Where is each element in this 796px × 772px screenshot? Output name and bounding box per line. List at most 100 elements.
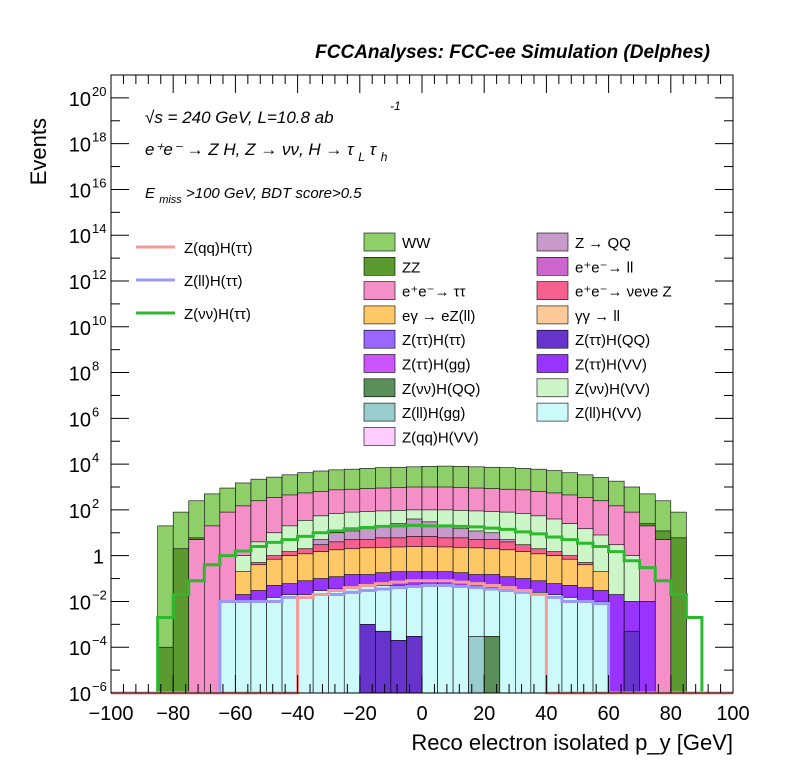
- legend-bkg-label: Z(νν)H(VV): [575, 381, 650, 398]
- stack-bar: [266, 597, 283, 694]
- stack-bar: [421, 585, 438, 694]
- legend-bkg-swatch: [536, 378, 569, 398]
- legend-signal-label: Z(ll)H(ττ): [184, 273, 243, 290]
- energy-exponent: -1: [390, 99, 401, 113]
- process-tau: τ: [370, 140, 378, 159]
- y-tick-exponent: 14: [92, 221, 106, 236]
- y-tick-label: 10: [69, 684, 91, 706]
- process-sub-L: L: [358, 150, 365, 164]
- legend-signal-label: Z(νν)H(ττ): [184, 306, 251, 323]
- legend-bkg-swatch: [363, 281, 396, 300]
- legend-bkg-label: Z → QQ: [575, 235, 631, 252]
- y-tick-exponent: 16: [92, 175, 106, 190]
- legend-bkg-swatch: [363, 378, 396, 398]
- stack-bar: [437, 585, 454, 694]
- stack-bar: [639, 601, 656, 694]
- legend-bkg-label: Z(ll)H(VV): [575, 405, 642, 422]
- stack-bar: [219, 601, 236, 694]
- x-tick-label: −100: [88, 703, 133, 725]
- x-tick-label: 20: [473, 703, 495, 725]
- stack-bar: [235, 601, 252, 694]
- energy-text: √s = 240 GeV, L=10.8 ab: [145, 108, 334, 127]
- stack-series-9: [359, 624, 641, 694]
- stack-bar: [204, 525, 221, 694]
- signal-line-0: [111, 523, 733, 695]
- legend-bkg-label: Z(qq)H(VV): [402, 429, 479, 446]
- x-tick-label: −80: [156, 703, 190, 725]
- stack-series-11: [468, 636, 485, 694]
- stack-bar: [406, 636, 423, 694]
- y-axis-label: Events: [26, 118, 51, 185]
- x-tick-label: 0: [416, 703, 427, 725]
- stack-bar: [172, 548, 190, 694]
- legend-bkg-swatch: [536, 354, 569, 373]
- stack-bar: [157, 646, 174, 694]
- legend-bkg-label: Z(ττ)H(QQ): [575, 332, 650, 349]
- process-sub-h: h: [381, 150, 388, 164]
- y-tick-label: 10: [69, 592, 91, 614]
- y-tick-label: 10: [69, 89, 91, 111]
- process-text: e⁺e⁻ → Z H, Z → νν, H → τ: [145, 140, 355, 159]
- legend-bkg-swatch: [536, 256, 569, 276]
- y-tick-label: 10: [69, 409, 91, 431]
- svg-text:√s = 240 GeV, L=10.8 ab: √s = 240 GeV, L=10.8 ab: [145, 108, 334, 127]
- stack-bar: [312, 590, 329, 694]
- legend-bkg-swatch: [363, 329, 396, 349]
- y-tick-exponent: −4: [92, 633, 107, 648]
- stack-bar: [592, 601, 609, 694]
- y-tick-label: 10: [69, 638, 91, 660]
- svg-text:e⁺e⁻ → Z H, Z → νν, H → τ: e⁺e⁻ → Z H, Z → νν, H → τ L τ h: [145, 140, 388, 165]
- legend-bkg-swatch: [363, 256, 396, 276]
- stack-bar: [188, 539, 205, 694]
- legend-bkg-swatch: [536, 281, 569, 300]
- legend-bkg-swatch: [536, 402, 569, 422]
- legend-bkg-label: γγ → ll: [575, 308, 620, 325]
- stack-bar: [452, 585, 469, 694]
- legend-bkg-swatch: [363, 354, 396, 373]
- y-tick-label: 10: [69, 135, 91, 157]
- legend-bkg-swatch: [363, 402, 396, 422]
- legend-bkg-swatch: [536, 305, 569, 325]
- y-tick-label: 10: [69, 180, 91, 202]
- legend-bkg-swatch: [363, 305, 396, 325]
- legend-bkg-label: e⁺e⁻→ ll: [575, 259, 633, 276]
- legend-signal: Z(qq)H(ττ) Z(ll)H(ττ) Z(νν)H(ττ): [136, 240, 253, 323]
- stack-bar: [328, 588, 345, 694]
- legend-bkg-label: WW: [402, 235, 431, 252]
- x-tick-label: 60: [597, 703, 619, 725]
- process-annotation: e⁺e⁻ → Z H, Z → νν, H → τ L τ h: [145, 140, 388, 165]
- x-tick-label: −40: [281, 703, 315, 725]
- y-tick-label: 10: [69, 226, 91, 248]
- stack-bar: [483, 636, 501, 694]
- cuts-annotation: E miss >100 GeV, BDT score>0.5: [145, 185, 362, 206]
- stack-bar: [654, 539, 672, 694]
- legend-bkg-swatch: [363, 232, 396, 252]
- legend-bkg-swatch: [536, 329, 569, 349]
- legend-bkg-swatch: [536, 232, 569, 252]
- legend-bkg-label: Z(ττ)H(VV): [575, 357, 647, 374]
- x-tick-label: 80: [660, 703, 682, 725]
- x-tick-label: 100: [716, 703, 749, 725]
- stack-bar: [546, 594, 563, 694]
- y-tick-label: 1: [93, 547, 104, 569]
- legend-bkg-label: Z(ll)H(gg): [402, 405, 465, 422]
- cuts-rest: >100 GeV, BDT score>0.5: [186, 185, 362, 202]
- stack-bar: [250, 601, 267, 694]
- y-tick-label: 10: [69, 364, 91, 386]
- cuts-sub: miss: [159, 194, 182, 206]
- energy-annotation: √s = 240 GeV, L=10.8 ab -1: [145, 99, 401, 127]
- legend-bkg-swatch: [363, 427, 396, 446]
- x-tick-label: −20: [343, 703, 377, 725]
- y-tick-exponent: 6: [92, 404, 99, 419]
- y-tick-exponent: 2: [92, 496, 99, 511]
- chart-title: FCCAnalyses: FCC-ee Simulation (Delphes): [315, 42, 710, 63]
- legend-signal-label: Z(qq)H(ττ): [184, 240, 253, 257]
- legend-bkg-label: eγ → eZ(ll): [402, 308, 475, 325]
- legend-bkg-label: Z(ττ)H(gg): [402, 357, 471, 374]
- signal-line-1: [111, 583, 733, 695]
- stack-bar: [670, 537, 687, 694]
- y-tick-exponent: 8: [92, 359, 99, 374]
- legend-bkg-label: e⁺e⁻→ νeνe Z: [575, 284, 672, 301]
